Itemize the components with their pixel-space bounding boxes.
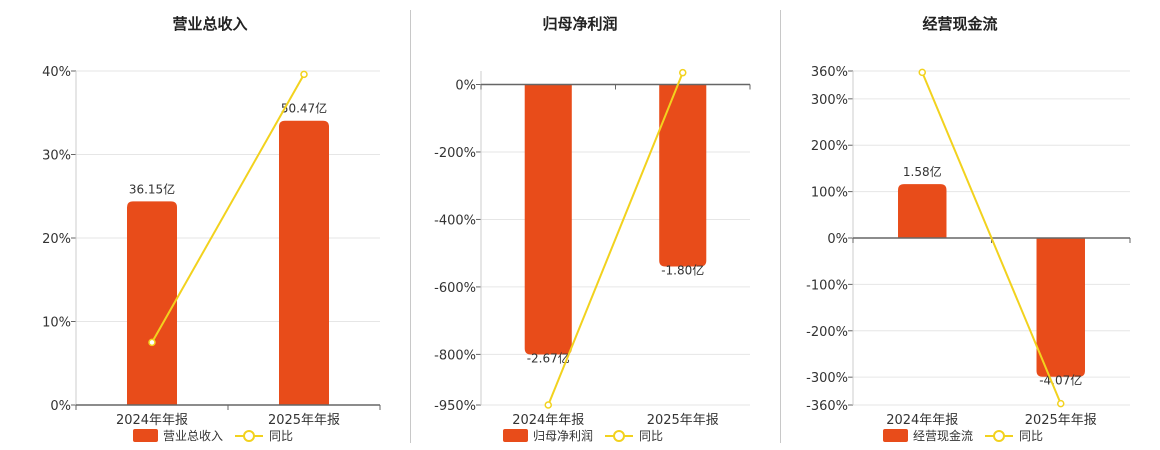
x-tick-label: 2025年年报: [1025, 413, 1097, 428]
bar: [279, 120, 329, 406]
bar: [524, 84, 572, 355]
data-label: 50.47亿: [281, 101, 327, 116]
legend-line-marker: [243, 430, 255, 442]
y-tick-label: 10%: [42, 316, 71, 331]
yoy-line: [151, 73, 305, 343]
y-tick-label: 360%: [811, 65, 848, 80]
y-tick-label: 0%: [50, 399, 71, 414]
x-tick-label: 2025年年报: [268, 413, 340, 428]
yoy-line: [921, 72, 1062, 404]
legend-line-label: 同比: [1019, 429, 1043, 443]
yoy-point: [679, 68, 687, 77]
data-label: 1.58亿: [903, 164, 942, 179]
y-tick-label: 0%: [455, 78, 476, 93]
panel-divider: [410, 10, 411, 443]
legend-bar-label: 经营现金流: [913, 428, 973, 443]
y-tick-label: -100%: [806, 278, 848, 293]
y-tick-label: 30%: [42, 149, 71, 164]
panel-divider: [780, 10, 781, 443]
y-tick-label: -600%: [434, 281, 476, 296]
yoy-point: [918, 68, 926, 77]
y-tick-label: -400%: [434, 213, 476, 228]
y-tick-label: 200%: [811, 139, 848, 154]
yoy-point: [1057, 399, 1065, 408]
yoy-point: [148, 338, 156, 347]
yoy-point: [544, 401, 552, 409]
net-profit-chart: 归母净利润 0% -200% -400% -600% -800% -950% -2.67亿 -1…: [434, 15, 751, 443]
x-tick-label: 2024年年报: [512, 413, 584, 428]
data-label: -2.67亿: [527, 350, 570, 365]
y-tick-label: -200%: [434, 146, 476, 161]
y-tick-label: -200%: [806, 325, 848, 340]
data-label: -4.07亿: [1039, 373, 1082, 388]
legend-bar-swatch: [883, 429, 908, 442]
chart-panel-cash-flow: 经营现金流 360% 300% 200% 100% 0% -100% -200% -300% -3…: [775, 0, 1160, 450]
bar: [1036, 238, 1085, 377]
legend-bar-swatch: [133, 429, 158, 442]
legend-bar-label: 营业总收入: [163, 429, 223, 443]
y-tick-label: -800%: [434, 348, 476, 363]
bar: [659, 84, 707, 267]
legend-line-label: 同比: [269, 429, 293, 443]
chart-panel-revenue: 营业总收入 0% 10% 20% 30% 40% 36.15亿 50.47亿 2024年年报 20…: [0, 0, 400, 450]
y-tick-label: 300%: [811, 93, 848, 108]
y-tick-label: 100%: [811, 186, 848, 201]
legend-line-marker: [613, 430, 625, 442]
legend-line-marker: [993, 430, 1005, 442]
legend-bar-label: 归母净利润: [533, 429, 593, 443]
y-tick-label: 20%: [42, 232, 71, 247]
chart-panel-net-profit: 归母净利润 0% -200% -400% -600% -800% -950% -2.67亿 -1…: [405, 0, 775, 450]
cash-flow-chart: 经营现金流 360% 300% 200% 100% 0% -100% -200% -300% -3…: [806, 15, 1131, 443]
chart-title: 经营现金流: [922, 15, 997, 33]
revenue-chart: 营业总收入 0% 10% 20% 30% 40% 36.15亿 50.47亿 2024年年报 20…: [42, 15, 381, 443]
data-label: -1.80亿: [661, 262, 704, 277]
y-tick-label: 0%: [827, 232, 848, 247]
y-tick-label: -300%: [806, 371, 848, 386]
chart-title: 归母净利润: [542, 15, 617, 33]
y-tick-label: -360%: [806, 399, 848, 414]
bar: [127, 201, 177, 405]
yoy-line: [547, 72, 684, 406]
legend-bar-swatch: [503, 429, 528, 442]
y-tick-label: 40%: [42, 65, 71, 80]
bar: [898, 184, 947, 238]
y-tick-label: -950%: [434, 399, 476, 414]
data-label: 36.15亿: [129, 181, 175, 196]
x-tick-label: 2025年年报: [647, 413, 719, 428]
yoy-point: [300, 70, 308, 79]
legend-line-label: 同比: [639, 429, 663, 443]
chart-title: 营业总收入: [172, 15, 247, 33]
x-tick-label: 2024年年报: [116, 413, 188, 428]
x-tick-label: 2024年年报: [886, 413, 958, 428]
